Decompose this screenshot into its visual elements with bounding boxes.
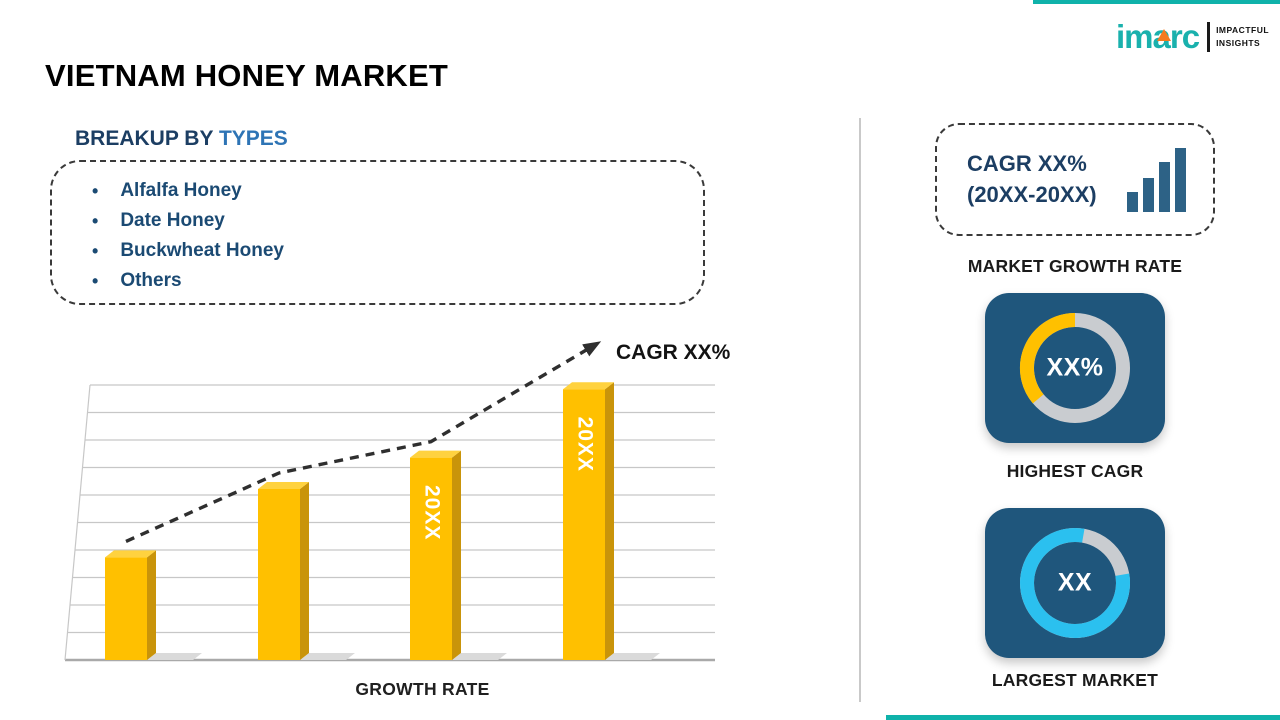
bar-shadow [147, 653, 202, 660]
logo-tagline-line2: INSIGHTS [1216, 37, 1261, 48]
top-accent-line [1033, 0, 1280, 4]
bar-top-face [105, 550, 156, 558]
bar-value-label: 20XX [421, 485, 444, 540]
bar [563, 389, 605, 660]
list-item-label: Others [120, 270, 182, 291]
breakup-heading-prefix: BREAKUP BY [75, 127, 214, 150]
list-item: • Alfalfa Honey [92, 176, 703, 206]
types-box: • Alfalfa Honey • Date Honey • Buckwheat… [50, 160, 705, 305]
logo-divider [1207, 21, 1211, 52]
growth-chart-svg: 20XX 20XX [64, 341, 715, 662]
list-item-label: Buckwheat Honey [120, 240, 284, 261]
bar [410, 457, 452, 660]
growth-box-line2: (20XX-20XX) [967, 181, 1097, 207]
bar-side-face [605, 382, 614, 660]
bullet-icon: • [92, 240, 99, 261]
breakup-heading: BREAKUP BY TYPES [75, 127, 288, 151]
bar [258, 489, 300, 660]
list-item: • Others [92, 266, 703, 296]
list-item: • Buckwheat Honey [92, 236, 703, 266]
bar-side-face [452, 450, 461, 660]
highest-cagr-card: XX% [985, 293, 1165, 443]
bar-top-face [258, 482, 309, 489]
bar [105, 557, 147, 660]
bullet-icon: • [92, 180, 99, 201]
market-growth-box: CAGR XX% (20XX-20XX) [935, 123, 1215, 236]
logo-triangle-icon [1157, 29, 1171, 41]
bar-side-face [147, 550, 156, 660]
section-divider [859, 118, 861, 702]
bar-shadow [452, 653, 507, 660]
chart-cagr-label: CAGR XX% [616, 341, 731, 364]
bar-side-face [300, 482, 309, 660]
growth-box-line1: CAGR XX% [967, 150, 1087, 176]
highest-cagr-donut [1019, 312, 1130, 423]
bullet-icon: • [92, 270, 99, 291]
list-item-label: Alfalfa Honey [120, 180, 242, 201]
bullet-icon: • [92, 210, 99, 231]
largest-market-donut [1020, 528, 1130, 638]
axis-slant-line [64, 384, 91, 661]
logo-tagline: IMPACTFUL INSIGHTS [1216, 24, 1269, 50]
bar-top-face [410, 450, 461, 458]
breakup-heading-highlight: TYPES [218, 127, 288, 150]
trend-arrow [125, 341, 602, 543]
chart-x-axis-label: GROWTH RATE [355, 679, 490, 699]
logo-wordmark: imarc [1116, 20, 1200, 53]
bar-shadow [300, 653, 355, 660]
bar-value-label: 20XX [574, 417, 597, 472]
market-growth-rate-label: MARKET GROWTH RATE [967, 256, 1183, 276]
highest-cagr-value: XX% [1046, 353, 1104, 382]
types-list: • Alfalfa Honey • Date Honey • Buckwheat… [92, 176, 703, 296]
largest-market-value: XX [1057, 568, 1093, 597]
bottom-accent-line [886, 715, 1280, 720]
bar-shadow [605, 653, 660, 660]
list-item: • Date Honey [92, 206, 703, 236]
imarc-logo: imarc IMPACTFUL INSIGHTS [1116, 20, 1269, 53]
page-title: VIETNAM HONEY MARKET [45, 58, 449, 93]
logo-tagline-line1: IMPACTFUL [1216, 24, 1270, 35]
growth-chart: 20XX 20XX [60, 330, 750, 690]
bar-top-face [563, 382, 614, 390]
list-item-label: Date Honey [120, 210, 225, 231]
growth-box-text: CAGR XX% (20XX-20XX) [967, 149, 1097, 211]
largest-market-card: XX [985, 508, 1165, 658]
bar-chart-icon [1127, 147, 1186, 212]
largest-market-label: LARGEST MARKET [991, 670, 1159, 690]
highest-cagr-label: HIGHEST CAGR [1006, 461, 1144, 481]
